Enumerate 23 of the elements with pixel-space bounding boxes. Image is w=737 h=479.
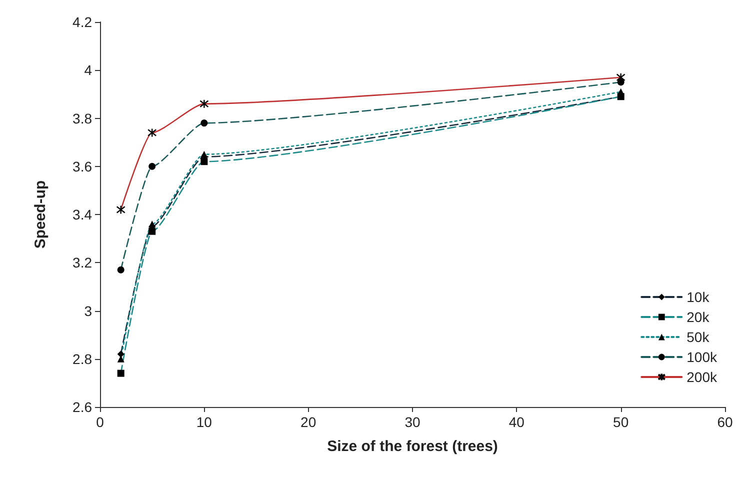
y-tick-label: 3.6 bbox=[72, 158, 92, 174]
x-tick-label: 0 bbox=[96, 414, 104, 430]
y-tick-label: 3 bbox=[84, 302, 92, 319]
y-tick-label: 4 bbox=[84, 62, 92, 78]
legend-label: 20k bbox=[686, 309, 710, 325]
y-tick-label: 4.2 bbox=[72, 14, 92, 30]
legend-label: 10k bbox=[686, 289, 710, 305]
y-tick-label: 3.2 bbox=[72, 254, 92, 271]
legend-label: 200k bbox=[686, 369, 718, 385]
y-axis-title: Speed-up bbox=[32, 180, 49, 249]
x-tick-label: 40 bbox=[508, 414, 525, 430]
y-tick-label: 2.6 bbox=[72, 399, 92, 415]
y-tick-label: 3.8 bbox=[72, 110, 92, 126]
x-tick-label: 50 bbox=[613, 414, 629, 430]
x-tick-label: 10 bbox=[196, 414, 212, 430]
legend-label: 50k bbox=[686, 329, 710, 345]
y-tick-label: 2.8 bbox=[72, 350, 92, 367]
y-tick-label: 3.4 bbox=[72, 206, 92, 222]
x-axis-title: Size of the forest (trees) bbox=[327, 438, 498, 455]
x-tick-label: 30 bbox=[404, 414, 420, 430]
x-tick-label: 20 bbox=[300, 414, 316, 430]
x-tick-label: 60 bbox=[717, 414, 733, 430]
legend-label: 100k bbox=[686, 349, 718, 365]
